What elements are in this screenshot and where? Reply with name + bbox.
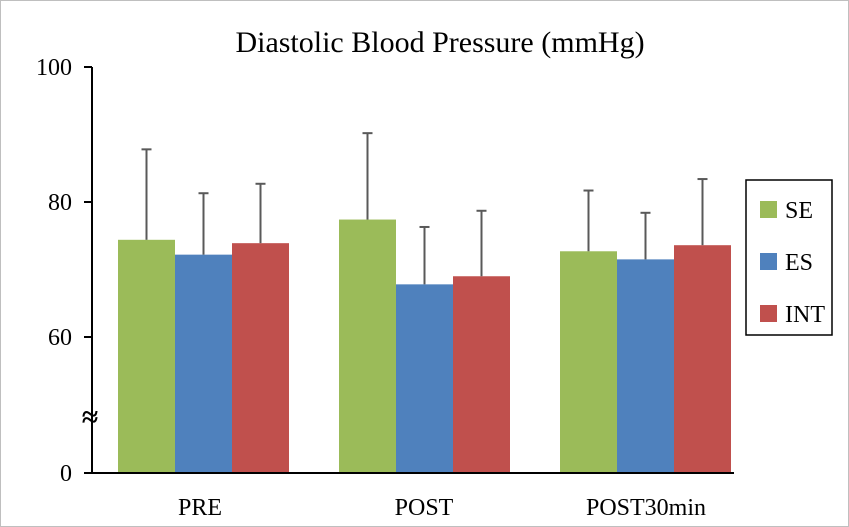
x-category-label: PRE (178, 495, 222, 521)
legend-swatch-se (760, 201, 777, 218)
axis-break-symbol: ≈ (82, 401, 98, 434)
bar-int-post (453, 276, 510, 473)
bar-int-pre (232, 243, 289, 473)
y-tick-label: 60 (48, 325, 72, 351)
legend-swatch-es (760, 253, 777, 270)
y-tick-label: 0 (60, 461, 72, 487)
bar-se-pre (118, 239, 175, 473)
bar-es-pre (175, 254, 232, 473)
chart-title: Diastolic Blood Pressure (mmHg) (235, 26, 644, 59)
y-tick-label: 80 (48, 190, 72, 216)
x-category-label: POST30min (586, 495, 706, 521)
bar-se-post (339, 219, 396, 473)
x-category-label: POST (395, 495, 454, 521)
x-categories-layer: PRE POST POST30min (178, 495, 706, 521)
bar-es-post (396, 284, 453, 473)
axes-layer (91, 67, 734, 474)
bar-int-post30min (674, 245, 731, 473)
bars-layer (118, 219, 731, 473)
error-bars-layer (141, 132, 708, 285)
y-ticks-layer: 0 60 80 100 ≈ (36, 55, 98, 487)
bar-es-post30min (617, 259, 674, 473)
bar-se-post30min (560, 251, 617, 473)
legend-label-es: ES (785, 250, 813, 276)
legend-label-se: SE (785, 198, 813, 224)
legend: SE ES INT (745, 179, 833, 336)
legend-label-int: INT (785, 302, 825, 328)
legend-swatch-int (760, 305, 777, 322)
y-tick-label: 100 (36, 55, 72, 81)
